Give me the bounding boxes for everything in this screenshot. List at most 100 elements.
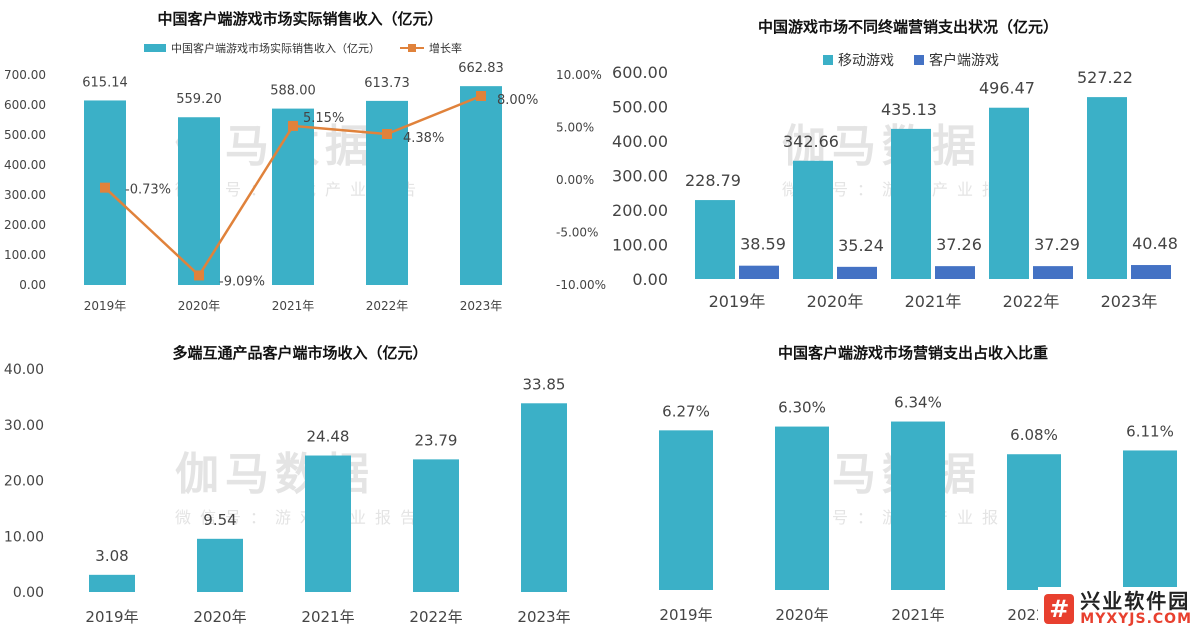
x-tick-label: 2021年 <box>301 608 354 626</box>
bar <box>413 459 459 592</box>
y-tick-label: 30.00 <box>4 418 44 434</box>
logo-name: 兴业软件园 <box>1080 589 1191 614</box>
growth-value-label: -0.73% <box>125 183 171 198</box>
bar-value-label: 37.29 <box>1034 235 1080 254</box>
growth-value-label: -9.09% <box>219 274 265 289</box>
x-tick-label: 2019年 <box>659 606 712 624</box>
y2-tick-label: 0.00% <box>556 173 594 187</box>
legend-item-mobile: 移动游戏 <box>823 50 894 70</box>
legend-item-growth: 增长率 <box>400 40 462 56</box>
y-tick-label: 500.00 <box>612 98 668 117</box>
legend-swatch <box>914 55 924 65</box>
bar-value-label: 6.34% <box>894 394 942 412</box>
x-tick-label: 2022年 <box>1003 292 1060 311</box>
bar-value-label: 38.59 <box>740 235 786 254</box>
bar-mobile <box>793 160 833 279</box>
bar-mobile <box>695 200 735 279</box>
chart-title: 中国客户端游戏市场营销支出占收入比重 <box>777 344 1049 362</box>
marketing-spend-chart-svg: 0.00 100.00 200.00 300.00 400.00 500.00 600.00… <box>612 63 1178 311</box>
revenue-chart-panel: 中国客户端游戏市场实际销售收入（亿元） 中国客户端游戏市场实际销售收入（亿元） … <box>0 0 606 320</box>
y-tick-label: 600.00 <box>4 98 46 112</box>
bar <box>197 538 243 592</box>
bar <box>460 86 502 285</box>
bar <box>891 421 945 590</box>
chart-legend: 移动游戏 客户端游戏 <box>823 50 1013 70</box>
y-tick-label: 0.00 <box>632 270 668 289</box>
x-tick-label: 2021年 <box>891 606 944 624</box>
bar-mobile <box>891 128 931 279</box>
bar <box>775 426 829 590</box>
bar-client <box>1131 265 1171 279</box>
bar-client <box>1033 266 1073 279</box>
revenue-chart-svg: 0.00 100.00 200.00 300.00 400.00 500.00 600.00… <box>4 61 606 313</box>
x-tick-label: 2020年 <box>807 292 864 311</box>
bar-value-label: 33.85 <box>523 375 566 393</box>
x-tick-label: 2023年 <box>1101 292 1158 311</box>
y-tick-label: 500.00 <box>4 128 46 142</box>
bar-value-label: 9.54 <box>203 511 236 529</box>
bar-value-label: 496.47 <box>979 79 1035 98</box>
y-tick-label: 300.00 <box>4 188 46 202</box>
legend-label: 中国客户端游戏市场实际销售收入（亿元） <box>171 42 380 55</box>
bar-value-label: 559.20 <box>176 92 222 107</box>
bar-value-label: 615.14 <box>82 75 128 90</box>
y-tick-label: 100.00 <box>4 248 46 262</box>
growth-point <box>288 120 298 131</box>
logo-domain: MYXYJS.COM <box>1080 611 1192 628</box>
y-tick-label: 400.00 <box>4 158 46 172</box>
bar-mobile <box>1087 97 1127 279</box>
y-tick-label: 100.00 <box>612 236 668 255</box>
spend-ratio-chart-svg: 6.27%2019年6.30%2020年6.34%2021年6.08%2022年… <box>659 394 1177 624</box>
y-tick-label: 0.00 <box>19 278 46 292</box>
x-tick-label: 2019年 <box>85 608 138 626</box>
x-tick-label: 2021年 <box>272 299 315 313</box>
bar <box>521 403 567 592</box>
x-tick-label: 2022年 <box>366 299 409 313</box>
x-tick-label: 2020年 <box>775 606 828 624</box>
bar-value-label: 342.66 <box>783 132 839 151</box>
y-tick-label: 0.00 <box>13 585 44 601</box>
x-tick-label: 2021年 <box>905 292 962 311</box>
chart-legend: 中国客户端游戏市场实际销售收入（亿元） 增长率 <box>144 40 476 56</box>
growth-point <box>194 270 204 281</box>
chart-title: 多端互通产品客户端市场收入（亿元） <box>172 344 428 362</box>
bar-value-label: 23.79 <box>415 431 458 449</box>
bar-client <box>739 265 779 279</box>
cross-platform-chart-svg: 0.00 10.00 20.00 30.00 40.00 3.08 2019年 9.54 202… <box>4 362 571 626</box>
growth-point <box>476 91 486 101</box>
bar-client <box>837 266 877 279</box>
bar-value-label: 588.00 <box>270 84 316 99</box>
bar-value-label: 6.27% <box>662 402 710 420</box>
bar-value-label: 35.24 <box>838 236 884 255</box>
y-tick-label: 200.00 <box>4 218 46 232</box>
x-tick-label: 2020年 <box>193 608 246 626</box>
logo-icon: # <box>1044 594 1075 625</box>
bar <box>305 455 351 592</box>
x-tick-label: 2019年 <box>84 299 127 313</box>
y2-tick-label: 5.00% <box>556 121 594 135</box>
y-tick-label: 20.00 <box>4 474 44 490</box>
bar-value-label: 3.08 <box>95 547 128 565</box>
growth-value-label: 5.15% <box>303 111 344 126</box>
bar <box>659 430 713 590</box>
bar <box>89 574 135 592</box>
bar-value-label: 6.08% <box>1010 426 1058 444</box>
y-tick-label: 300.00 <box>612 167 668 186</box>
growth-value-label: 4.38% <box>403 131 444 146</box>
bar-value-label: 6.30% <box>778 399 826 417</box>
bar-value-label: 6.11% <box>1126 422 1174 440</box>
legend-item-client: 客户端游戏 <box>914 50 999 70</box>
y-tick-label: 400.00 <box>612 132 668 151</box>
marketing-spend-chart-panel: 中国游戏市场不同终端营销支出状况（亿元） 移动游戏 客户端游戏 伽马数据 微信号… <box>600 0 1202 320</box>
bar-value-label: 24.48 <box>307 428 350 446</box>
site-logo: # 兴业软件园 MYXYJS.COM <box>1038 587 1198 631</box>
x-tick-label: 2022年 <box>409 608 462 626</box>
legend-label: 增长率 <box>429 42 462 55</box>
bar <box>1007 454 1061 590</box>
y-tick-label: 700.00 <box>4 68 46 82</box>
chart-title: 中国客户端游戏市场实际销售收入（亿元） <box>157 10 443 28</box>
bar-value-label: 37.26 <box>936 235 982 254</box>
bar <box>272 108 314 285</box>
bar-value-label: 662.83 <box>458 61 504 76</box>
bar-value-label: 613.73 <box>364 76 410 91</box>
